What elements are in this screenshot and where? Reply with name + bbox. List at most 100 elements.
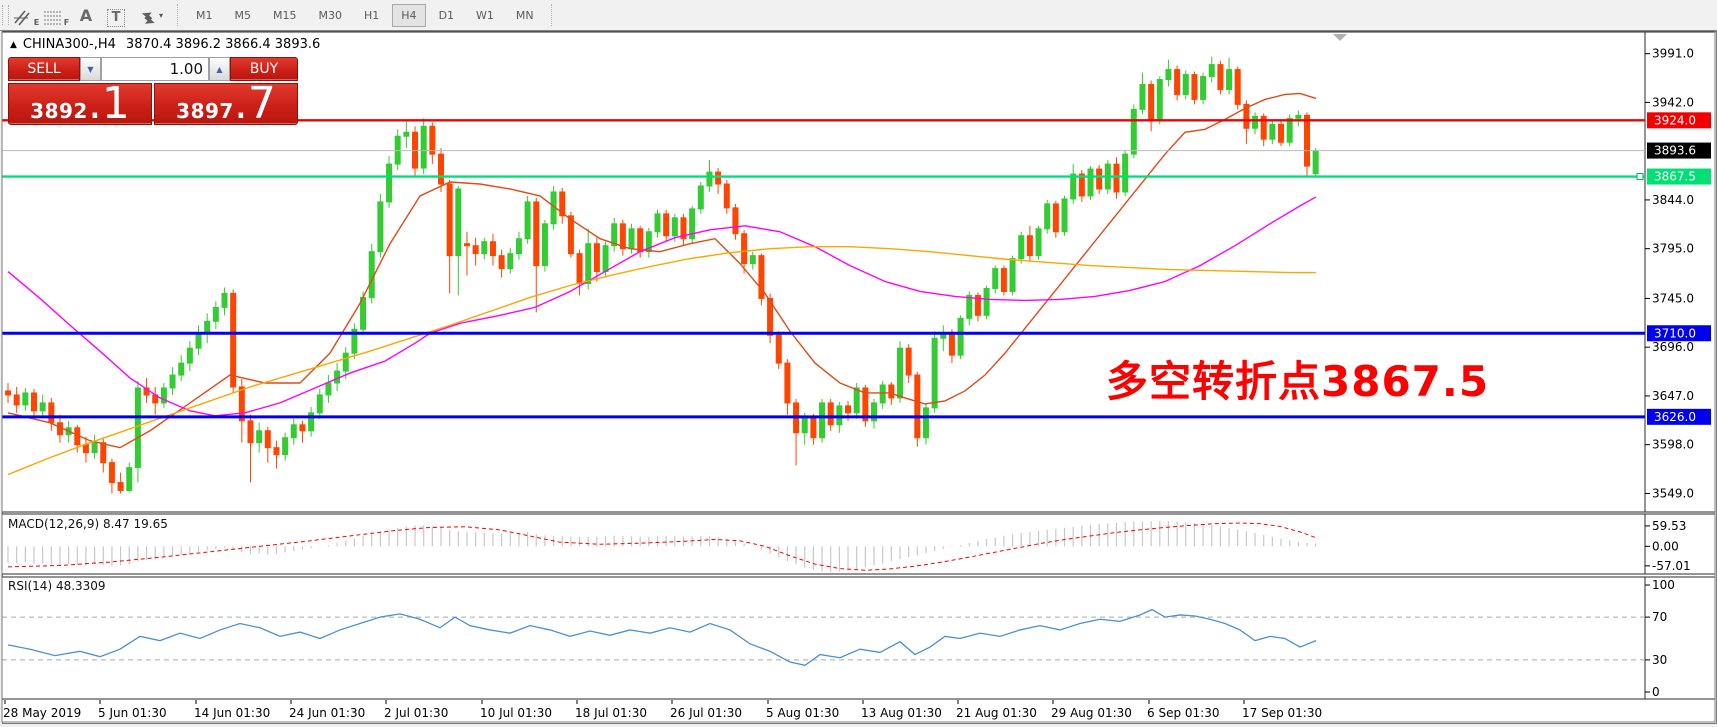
price-badge [1647, 168, 1711, 185]
candle-bull [481, 241, 488, 255]
volume-input[interactable]: 1.00 [101, 57, 209, 81]
text-label-icon[interactable]: T [102, 3, 130, 27]
equidistant-channel-icon[interactable]: E [12, 3, 40, 27]
tf-button-mn[interactable]: MN [515, 8, 534, 22]
candle-bull [386, 163, 393, 203]
candle-bear [429, 125, 436, 155]
volume-increase-button[interactable]: ▲ [209, 57, 230, 81]
candle-bull [1070, 173, 1077, 200]
sell-button[interactable]: SELL [8, 57, 80, 81]
rsi-tick-label: 0 [1652, 685, 1660, 699]
tf-button-m1[interactable]: M1 [196, 8, 213, 22]
candle-bull [611, 223, 618, 247]
price-badge-label: 3710.0 [1654, 326, 1696, 340]
chart-shift-marker-icon[interactable] [1333, 34, 1347, 41]
time-axis-label: 24 Jun 01:30 [289, 706, 365, 720]
tf-button-m15[interactable]: M15 [273, 8, 297, 22]
candle-bull [1226, 69, 1233, 90]
tf-button-d1[interactable]: D1 [438, 8, 455, 22]
price-tick-label: 3598.0 [1652, 438, 1694, 452]
candle-bear [1278, 123, 1285, 143]
candle-bull [1200, 76, 1207, 100]
line-anchor-handle[interactable] [1636, 173, 1644, 181]
price-badge-label: 3626.0 [1654, 410, 1696, 424]
arrow-tools-icon[interactable]: ▾ [132, 3, 170, 27]
candle-bull [879, 384, 886, 404]
fibonacci-icon[interactable]: F [42, 3, 70, 27]
tf-button-h4[interactable]: H4 [392, 3, 426, 27]
candle-bull [671, 217, 678, 237]
oct-top-row: SELL ▼ 1.00 ▲ BUY [8, 57, 298, 81]
candle-bear [810, 417, 817, 439]
candle-bull [403, 131, 410, 137]
macd-signal-line [7, 522, 1317, 571]
candle-bear [827, 402, 834, 426]
time-axis-label: 13 Aug 01:30 [861, 706, 942, 720]
price-tick-label: 3844.0 [1652, 193, 1694, 207]
candle-bear [13, 394, 20, 406]
candle-bull [282, 437, 289, 456]
candle-bull [368, 251, 375, 298]
price-badge [1647, 142, 1711, 159]
tf-button-m30[interactable]: M30 [318, 8, 343, 22]
candle-bear [108, 462, 115, 484]
candle-bull [39, 402, 46, 412]
sell-price-fraction: .1 [87, 78, 130, 129]
price-badge-label: 3924.0 [1654, 113, 1696, 127]
toolbar-separator [177, 4, 179, 26]
candle-bull [420, 125, 427, 169]
candle-bull [290, 424, 297, 439]
tool-sub-label: E [33, 18, 40, 27]
candle-bull [966, 294, 973, 319]
candle-bull [706, 171, 713, 187]
time-axis-label: 10 Jul 01:30 [480, 706, 552, 720]
candle-bull [689, 208, 696, 240]
candle-bull [957, 317, 964, 356]
candle-bull [91, 442, 98, 454]
price-tick-label: 3942.0 [1652, 95, 1694, 109]
text-tool-glyph: A [79, 6, 93, 25]
candle-bear [732, 207, 739, 235]
toolbar-grip[interactable] [2, 5, 9, 25]
candle-bull [169, 374, 176, 389]
pivot-annotation-text: 多空转折点3867.5 [1106, 357, 1490, 406]
candle-bull [1156, 79, 1163, 120]
price-tick-label: 3696.0 [1652, 340, 1694, 354]
candle-bear [845, 405, 852, 414]
macd-tick-label: -57.01 [1652, 559, 1691, 573]
candle-bear [446, 183, 453, 257]
candle-bull [195, 332, 202, 349]
price-tick-label: 3991.0 [1652, 47, 1694, 61]
time-axis-strip [2, 700, 1715, 722]
candle-bull [1208, 64, 1215, 78]
candle-bear [559, 191, 566, 217]
candle-bear [1096, 168, 1103, 190]
sell-price-button[interactable]: 3892 .1 [8, 78, 152, 129]
candle-bull [334, 370, 341, 384]
candle-bear [784, 362, 791, 404]
tf-button-h1[interactable]: H1 [364, 8, 380, 22]
buy-button[interactable]: BUY [230, 57, 298, 81]
volume-decrease-button[interactable]: ▼ [80, 57, 101, 81]
buy-price-button[interactable]: 3897 .7 [154, 82, 298, 125]
chart-header: ▲ CHINA300-,H4 3870.4 3896.2 3866.4 3893… [10, 37, 320, 52]
candle-bear [1217, 64, 1224, 90]
candle-bear [117, 482, 124, 491]
text-icon[interactable]: A [72, 3, 100, 27]
chart-window-border [1, 30, 1716, 723]
candle-bull [316, 394, 323, 414]
rsi-tick-label: 70 [1652, 610, 1667, 624]
arrows-glyph [141, 12, 155, 24]
tf-button-m5[interactable]: M5 [234, 8, 252, 22]
collapse-oct-arrow-icon[interactable]: ▲ [10, 39, 17, 50]
candle-bear [1078, 173, 1085, 197]
candle-bull [351, 328, 358, 354]
candle-bull [541, 223, 548, 267]
candle-bear [1191, 74, 1198, 100]
candle-bull [186, 347, 193, 364]
tf-button-w1[interactable]: W1 [476, 8, 494, 22]
candle-bull [628, 228, 635, 250]
candle-bull [853, 387, 860, 414]
price-badge-label: 3867.5 [1654, 170, 1696, 184]
